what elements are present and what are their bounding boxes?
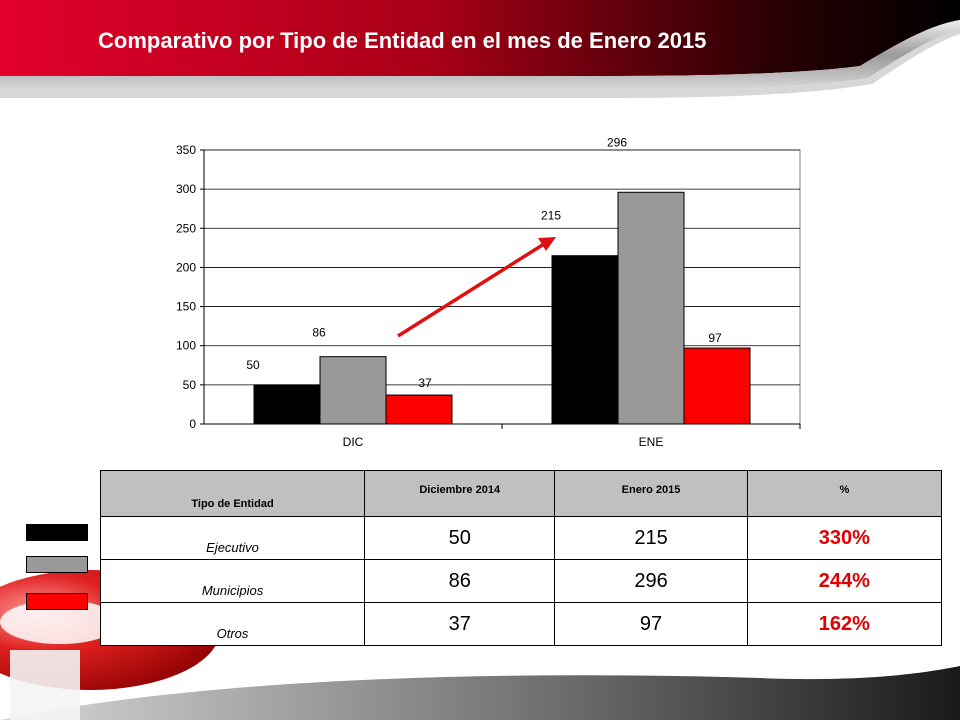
- row-label: Ejecutivo: [99, 516, 366, 560]
- x-tick-label: ENE: [639, 435, 664, 449]
- arrow-line: [397, 242, 545, 338]
- bar: [617, 191, 685, 425]
- bar-chart: 0 50 100 150 200 250 300 350 50 86 37 215 296 97 DIC…: [176, 135, 801, 449]
- y-tick-label: 150: [176, 300, 196, 314]
- cell-enero: 97: [554, 602, 748, 646]
- data-label: 86: [312, 326, 326, 340]
- cell-diciembre: 50: [364, 516, 556, 560]
- header-enero: Enero 2015: [554, 470, 748, 517]
- data-label: 215: [541, 209, 561, 223]
- data-table: Tipo de Entidad Diciembre 2014 Enero 201…: [99, 470, 943, 646]
- y-axis: 0 50 100 150 200 250 300 350: [176, 143, 205, 431]
- y-tick-label: 350: [176, 143, 196, 157]
- table-row: Ejecutivo 50 215 330%: [99, 516, 943, 560]
- y-tick-label: 200: [176, 260, 196, 274]
- legend-swatch-otros: [26, 593, 88, 610]
- bar: [319, 356, 387, 425]
- y-tick-label: 50: [183, 378, 197, 392]
- y-tick-label: 300: [176, 182, 196, 196]
- bar: [551, 255, 619, 425]
- header-diciembre: Diciembre 2014: [364, 470, 556, 517]
- cell-enero: 215: [554, 516, 748, 560]
- bar: [683, 347, 751, 425]
- header-banner: [0, 0, 960, 98]
- table-row: Otros 37 97 162%: [99, 602, 943, 646]
- row-label: Municipios: [99, 559, 366, 603]
- cell-diciembre: 86: [364, 559, 556, 603]
- table-header-row: Tipo de Entidad Diciembre 2014 Enero 201…: [99, 470, 943, 517]
- bar: [385, 394, 453, 425]
- bar: [253, 384, 321, 425]
- table-row: Municipios 86 296 244%: [99, 559, 943, 603]
- data-label: 296: [607, 135, 627, 149]
- cell-percent: 244%: [746, 559, 943, 603]
- data-label: 37: [418, 376, 432, 390]
- arrow-head: [538, 237, 556, 251]
- y-tick-label: 100: [176, 339, 196, 353]
- y-tick-label: 0: [189, 417, 196, 431]
- chart-bars: 50 86 37 215 296 97: [246, 135, 751, 425]
- header-percent: %: [746, 470, 943, 517]
- data-label: 97: [708, 331, 722, 345]
- x-tick-label: DIC: [343, 435, 364, 449]
- cell-diciembre: 37: [364, 602, 556, 646]
- x-axis: DIC ENE: [204, 423, 801, 449]
- data-label: 50: [246, 358, 260, 372]
- cell-percent: 162%: [746, 602, 943, 646]
- cell-percent: 330%: [746, 516, 943, 560]
- legend-swatch-ejecutivo: [26, 524, 88, 541]
- legend-swatch-municipios: [26, 556, 88, 573]
- page-title: Comparativo por Tipo de Entidad en el me…: [98, 28, 707, 53]
- y-tick-label: 250: [176, 221, 196, 235]
- trend-arrow: [397, 237, 556, 338]
- header-tipo-entidad: Tipo de Entidad: [99, 470, 366, 517]
- row-label: Otros: [99, 602, 366, 646]
- cell-enero: 296: [554, 559, 748, 603]
